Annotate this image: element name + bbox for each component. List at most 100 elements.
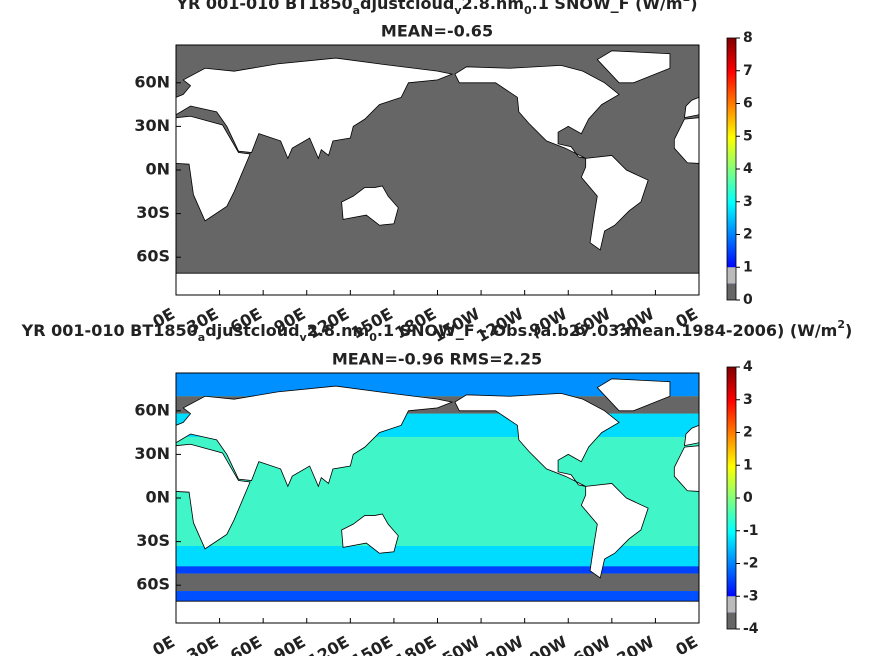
- colorbar-tick-label: 8: [743, 30, 753, 46]
- title-part: 2.8.nm: [462, 0, 524, 13]
- ocean-band: [176, 566, 699, 574]
- title-part: v: [300, 331, 308, 344]
- colorbar-under2: [727, 596, 736, 613]
- land: [176, 272, 177, 295]
- title-part: a: [198, 331, 205, 344]
- lat-tick-label: 60S: [136, 247, 170, 266]
- title-part: .1 SNOW_F (W/m: [532, 0, 683, 13]
- lat-tick-label: 0N: [145, 160, 170, 179]
- title-part: 0: [369, 331, 377, 344]
- colorbar-tick-label: 3: [743, 194, 753, 210]
- land: [176, 443, 251, 550]
- lon-tick-label: 0E: [672, 632, 701, 656]
- colorbar-tick-label: 1: [743, 259, 753, 275]
- lon-tick-label: 60E: [227, 632, 265, 656]
- colorbar-tick-label: -4: [743, 621, 759, 637]
- lat-tick-label: 30N: [134, 444, 170, 463]
- land: [698, 272, 699, 295]
- title-part: YR 001-010 BT1850: [21, 321, 198, 340]
- title-part: YR 001-010 BT1850: [175, 0, 352, 13]
- land: [698, 600, 699, 623]
- lon-tick-label: 30E: [183, 632, 221, 656]
- land: [176, 272, 699, 295]
- title-part: 0: [524, 4, 532, 17]
- colorbar-tick-label: -2: [743, 556, 759, 572]
- lon-tick-label: 90W: [526, 632, 570, 656]
- land: [673, 117, 699, 164]
- colorbar-tick-label: 6: [743, 96, 753, 112]
- land: [580, 483, 649, 579]
- land: [684, 96, 699, 119]
- title-part: djustcloud: [360, 0, 454, 13]
- land: [58, 155, 125, 249]
- colorbar-under: [727, 283, 736, 300]
- lon-tick-label: 90E: [270, 632, 308, 656]
- colorbar-tick-label: 7: [743, 63, 753, 79]
- title-part: 2: [837, 318, 845, 331]
- title-part: v: [454, 4, 462, 17]
- title-part: ): [690, 0, 697, 13]
- land: [0, 65, 96, 158]
- land: [454, 64, 620, 159]
- lon-tick-label: 180E: [392, 632, 440, 656]
- title-part: .1 SNOW_F - Obs.(a.b27.03.mean.1984-2006…: [377, 321, 838, 340]
- land: [341, 185, 399, 226]
- lat-tick-label: 30S: [136, 203, 170, 222]
- panel-subtitle: MEAN=-0.65: [381, 22, 493, 41]
- lat-tick-label: 0N: [145, 488, 170, 507]
- title-part: a: [353, 4, 360, 17]
- colorbar: 0 1 2 3 4 5 6 7 8: [726, 30, 753, 308]
- map: [0, 45, 875, 295]
- lon-tick-label: 120W: [473, 632, 527, 656]
- land: [176, 600, 177, 623]
- colorbar-ramp: [727, 367, 736, 629]
- colorbar-tick-label: 3: [743, 392, 753, 408]
- title-part: ): [845, 321, 852, 340]
- land: [865, 186, 875, 225]
- colorbar-tick-label: -3: [743, 588, 759, 604]
- land: [176, 57, 454, 160]
- lat-tick-label: 60S: [136, 575, 170, 594]
- land: [454, 392, 620, 487]
- colorbar-tick-label: 1: [743, 457, 753, 473]
- panel-title: YR 001-010 BT1850adjustcloudv2.8.nm0.1 S…: [21, 318, 853, 344]
- land: [58, 483, 125, 577]
- lat-tick-label: 30N: [134, 116, 170, 135]
- map: [0, 373, 875, 623]
- lon-tick-label: 150W: [429, 632, 483, 656]
- colorbar-tick-label: 2: [743, 227, 753, 243]
- colorbar-under2: [727, 267, 736, 284]
- colorbar-tick-label: 0: [743, 490, 753, 506]
- land: [865, 514, 875, 553]
- ocean-band: [176, 573, 699, 592]
- colorbar-tick-label: 4: [743, 359, 753, 375]
- land: [596, 378, 671, 412]
- ocean-band: [176, 545, 699, 567]
- panel-subtitle: MEAN=-0.96 RMS=2.25: [332, 350, 542, 369]
- title-part: 2: [683, 0, 691, 4]
- title-part: 2.8.nm: [307, 321, 369, 340]
- panel-title: YR 001-010 BT1850adjustcloudv2.8.nm0.1 S…: [175, 0, 697, 17]
- land: [673, 445, 699, 492]
- lat-tick-label: 60N: [134, 72, 170, 91]
- land: [176, 600, 699, 623]
- land: [596, 50, 671, 84]
- colorbar-tick-label: 5: [743, 128, 753, 144]
- lat-tick-label: 30S: [136, 531, 170, 550]
- colorbar-tick-label: 2: [743, 425, 753, 441]
- colorbar-tick-label: 0: [743, 292, 753, 308]
- land: [0, 393, 96, 486]
- land: [684, 424, 699, 447]
- land: [341, 513, 399, 554]
- lon-tick-label: 150E: [348, 632, 396, 656]
- ocean-band: [176, 591, 699, 602]
- lon-tick-label: 120E: [304, 632, 352, 656]
- land: [176, 385, 454, 488]
- lat-tick-label: 60N: [134, 400, 170, 419]
- colorbar-under: [727, 612, 736, 629]
- lon-tick-label: 60W: [570, 632, 614, 656]
- lon-tick-label: 30W: [613, 632, 657, 656]
- land: [176, 115, 251, 222]
- land: [580, 155, 649, 251]
